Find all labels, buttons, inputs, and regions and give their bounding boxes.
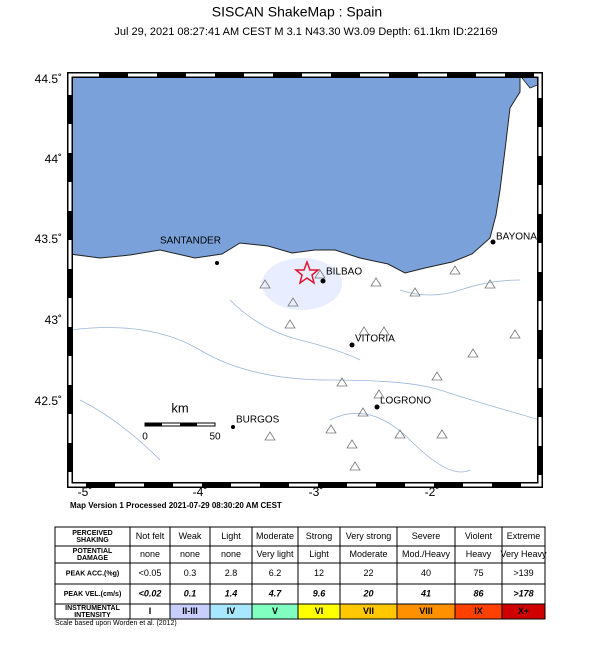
lat-label: 43.5˚ [35,232,62,246]
legend-cell-text: none [180,549,200,559]
legend-cell-text: <0.02 [139,588,162,598]
legend-cell-text: none [140,549,160,559]
footnote: Scale based upon Worden et al. (2012) [55,620,177,627]
legend-cell-text: VI [315,606,324,616]
city-label: VITORIA [355,334,395,345]
scale-label: 0 [142,432,148,443]
legend-cell-text: IV [227,606,236,616]
legend-cell-text: IX [474,606,483,616]
legend-cell-text: I [149,606,152,616]
city-label: BURGOS [236,415,280,426]
lon-label: -3˚ [309,485,324,499]
legend-cell-text: >178 [513,588,533,598]
legend-cell-text: Severe [412,531,441,541]
legend-cell-text: Strong [306,531,333,541]
axes: 44.5˚ 44˚ 43.5˚ 43˚ 42.5˚ -5˚ -4˚ -3˚ -2˚ [35,72,440,499]
legend-cell-text: 20 [362,588,373,598]
map: SANTANDER BILBAO BAYONA VITORIA LOGRONO … [67,72,543,488]
legend-cell-text: 2.8 [225,568,238,578]
lat-label: 43˚ [45,313,62,327]
legend-cell-text: Not felt [136,531,165,541]
legend-cell-text: 40 [421,568,431,578]
legend-cell-text: Mod./Heavy [402,549,451,559]
legend-cell-text: <0.05 [139,568,162,578]
lat-label: 42.5˚ [35,394,62,408]
legend-row-label: INSTRUMENTAL [65,605,120,612]
lon-label: -4˚ [193,485,208,499]
lon-label: -2˚ [425,485,440,499]
city-label: SANTANDER [160,236,221,247]
legend-cell-text: 6.2 [269,568,282,578]
lat-label: 44˚ [45,152,62,166]
rivers [69,279,541,473]
legend-cell-text: 86 [473,588,484,598]
scale-bar [144,422,216,427]
legend-cell-text: 12 [314,568,324,578]
epicenter [293,259,321,285]
legend-cell-text: Heavy [466,549,492,559]
legend-cell-text: Very light [256,549,294,559]
legend-cell-text: 41 [420,588,431,598]
legend-cell-text: Violent [465,531,493,541]
subtitle: Jul 29, 2021 08:27:41 AM CEST M 3.1 N43.… [114,26,497,38]
legend-cell-text: VIII [419,606,433,616]
legend-row-label: DAMAGE [77,555,108,562]
legend-cell-text: Moderate [256,531,294,541]
legend-cell [501,603,546,620]
legend-cell-text: Very Heavy [500,549,547,559]
processed-note: Map Version 1 Processed 2021-07-29 08:30… [70,501,282,510]
legend-cell-text: 9.6 [313,588,327,598]
legend-cell-text: X+ [518,606,529,616]
lon-label: -5˚ [78,485,93,499]
legend-cell-text: 22 [363,568,373,578]
legend-cell-text: Extreme [507,531,541,541]
city-label: LOGRONO [380,396,431,407]
frame-pattern [68,73,542,487]
city-label: BAYONA [496,232,537,243]
title: SISCAN ShakeMap : Spain [212,4,382,20]
scale-label: 50 [209,432,221,443]
legend-cell-text: Light [309,549,329,559]
legend-cell-text: VII [363,606,374,616]
legend-cell-text: 0.1 [184,588,197,598]
scale-unit: km [171,400,188,415]
shaking-area [262,258,342,310]
legend-row-label: INTENSITY [74,612,111,619]
legend-cell-text: 0.3 [184,568,197,578]
lat-label: 44.5˚ [35,72,62,86]
legend-cell-text: 4.7 [268,588,283,598]
legend-row-label: PEAK ACC.(%g) [66,570,119,577]
city-dots [215,239,496,429]
sea [69,74,521,274]
legend-row-label: PEAK VEL.(cm/s) [64,591,122,598]
legend-cell-text: 75 [473,568,483,578]
legend-cell-text: Light [221,531,241,541]
legend-cell-text: Moderate [349,549,387,559]
legend-cell-text: Weak [179,531,202,541]
legend-cell-text: II-III [182,606,198,616]
legend-row-label: POTENTIAL [73,548,113,555]
legend-cell-text: >139 [513,568,533,578]
legend-cell-text: 1.4 [225,588,238,598]
legend-cell-text: V [272,606,278,616]
legend-row-label: PERCEIVED [72,530,112,537]
legend-cell-text: none [221,549,241,559]
city-label: BILBAO [326,267,362,278]
legend-cell-text: Very strong [346,531,392,541]
legend-row-label: SHAKING [76,537,109,544]
stations [259,265,521,471]
